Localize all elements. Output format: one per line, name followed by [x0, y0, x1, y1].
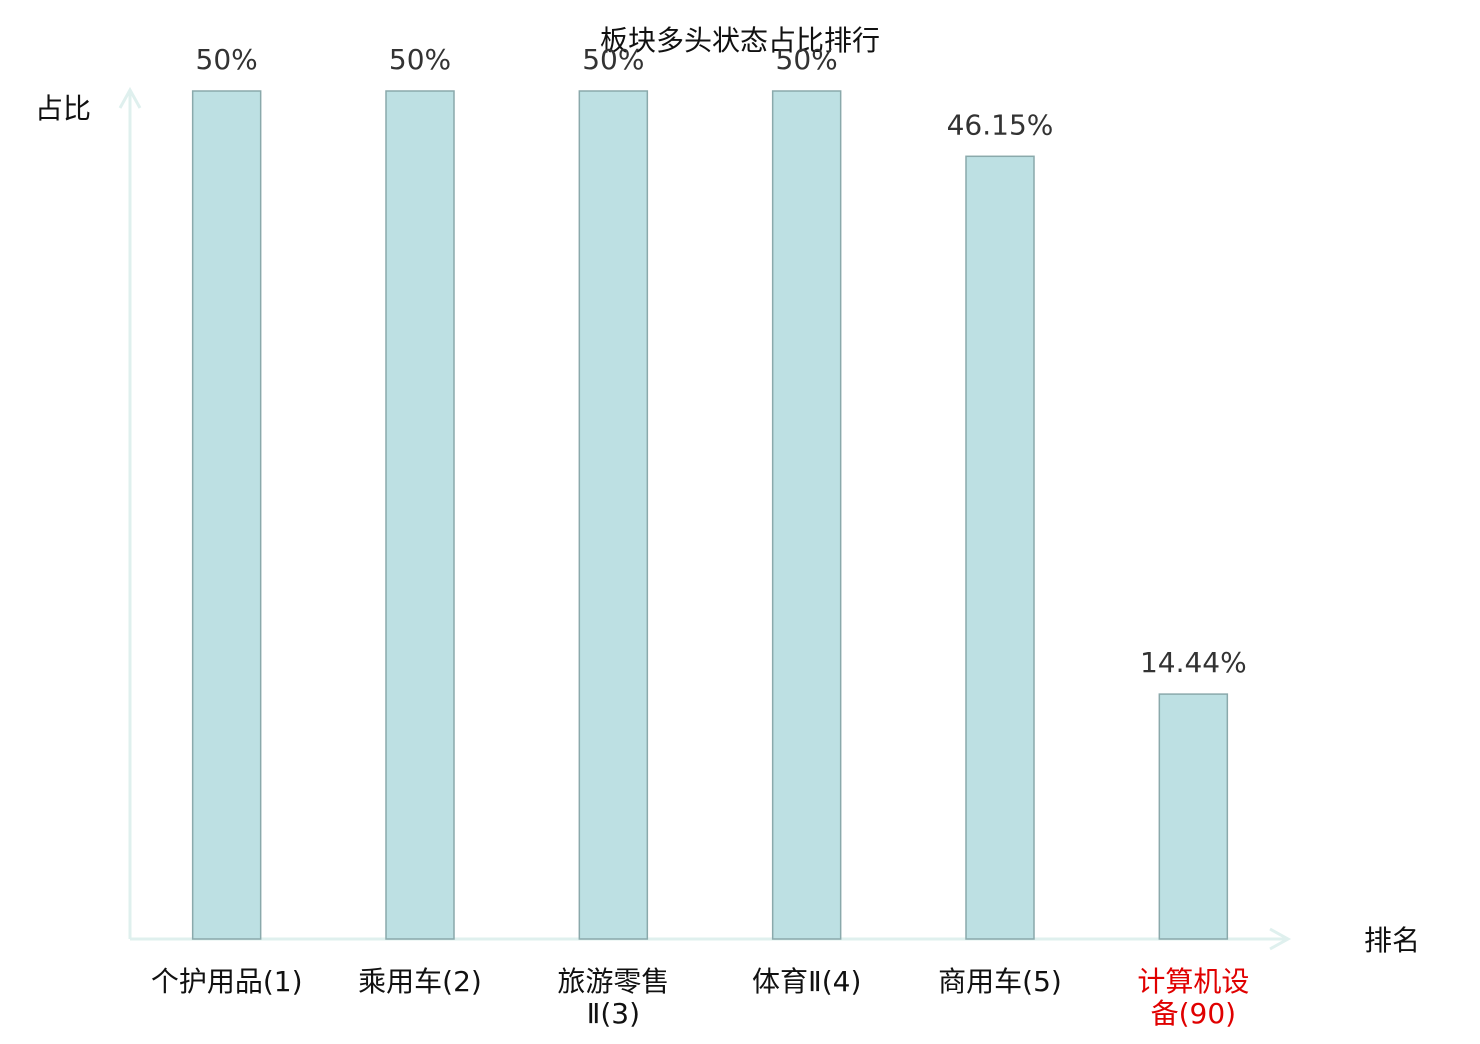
bar	[385, 90, 455, 940]
value-label: 50%	[776, 43, 838, 76]
y-axis-label: 占比	[35, 92, 91, 125]
x-tick-label: 乘用车(2)	[358, 965, 482, 998]
x-tick-label: 旅游零售 Ⅱ(3)	[557, 965, 669, 1030]
bar	[771, 90, 842, 940]
bar	[578, 90, 649, 940]
value-label: 50%	[389, 43, 451, 76]
y-axis-arrow	[118, 86, 142, 109]
x-tick-label: 个护用品(1)	[151, 965, 303, 998]
x-axis-label: 排名	[1364, 924, 1420, 957]
x-tick-label: 计算机设备(90)	[1137, 965, 1249, 1030]
value-label: 50%	[582, 43, 644, 76]
x-axis-arrow	[1269, 927, 1292, 951]
bar	[1158, 693, 1229, 940]
value-label: 46.15%	[947, 108, 1054, 141]
x-tick-label: 商用车(5)	[938, 965, 1062, 998]
value-label: 50%	[196, 43, 258, 76]
x-tick-label: 体育Ⅱ(4)	[752, 965, 861, 998]
bar	[191, 90, 262, 940]
chart-title: 板块多头状态占比排行	[600, 24, 880, 57]
bar	[965, 155, 1035, 940]
value-label: 14.44%	[1140, 646, 1247, 679]
